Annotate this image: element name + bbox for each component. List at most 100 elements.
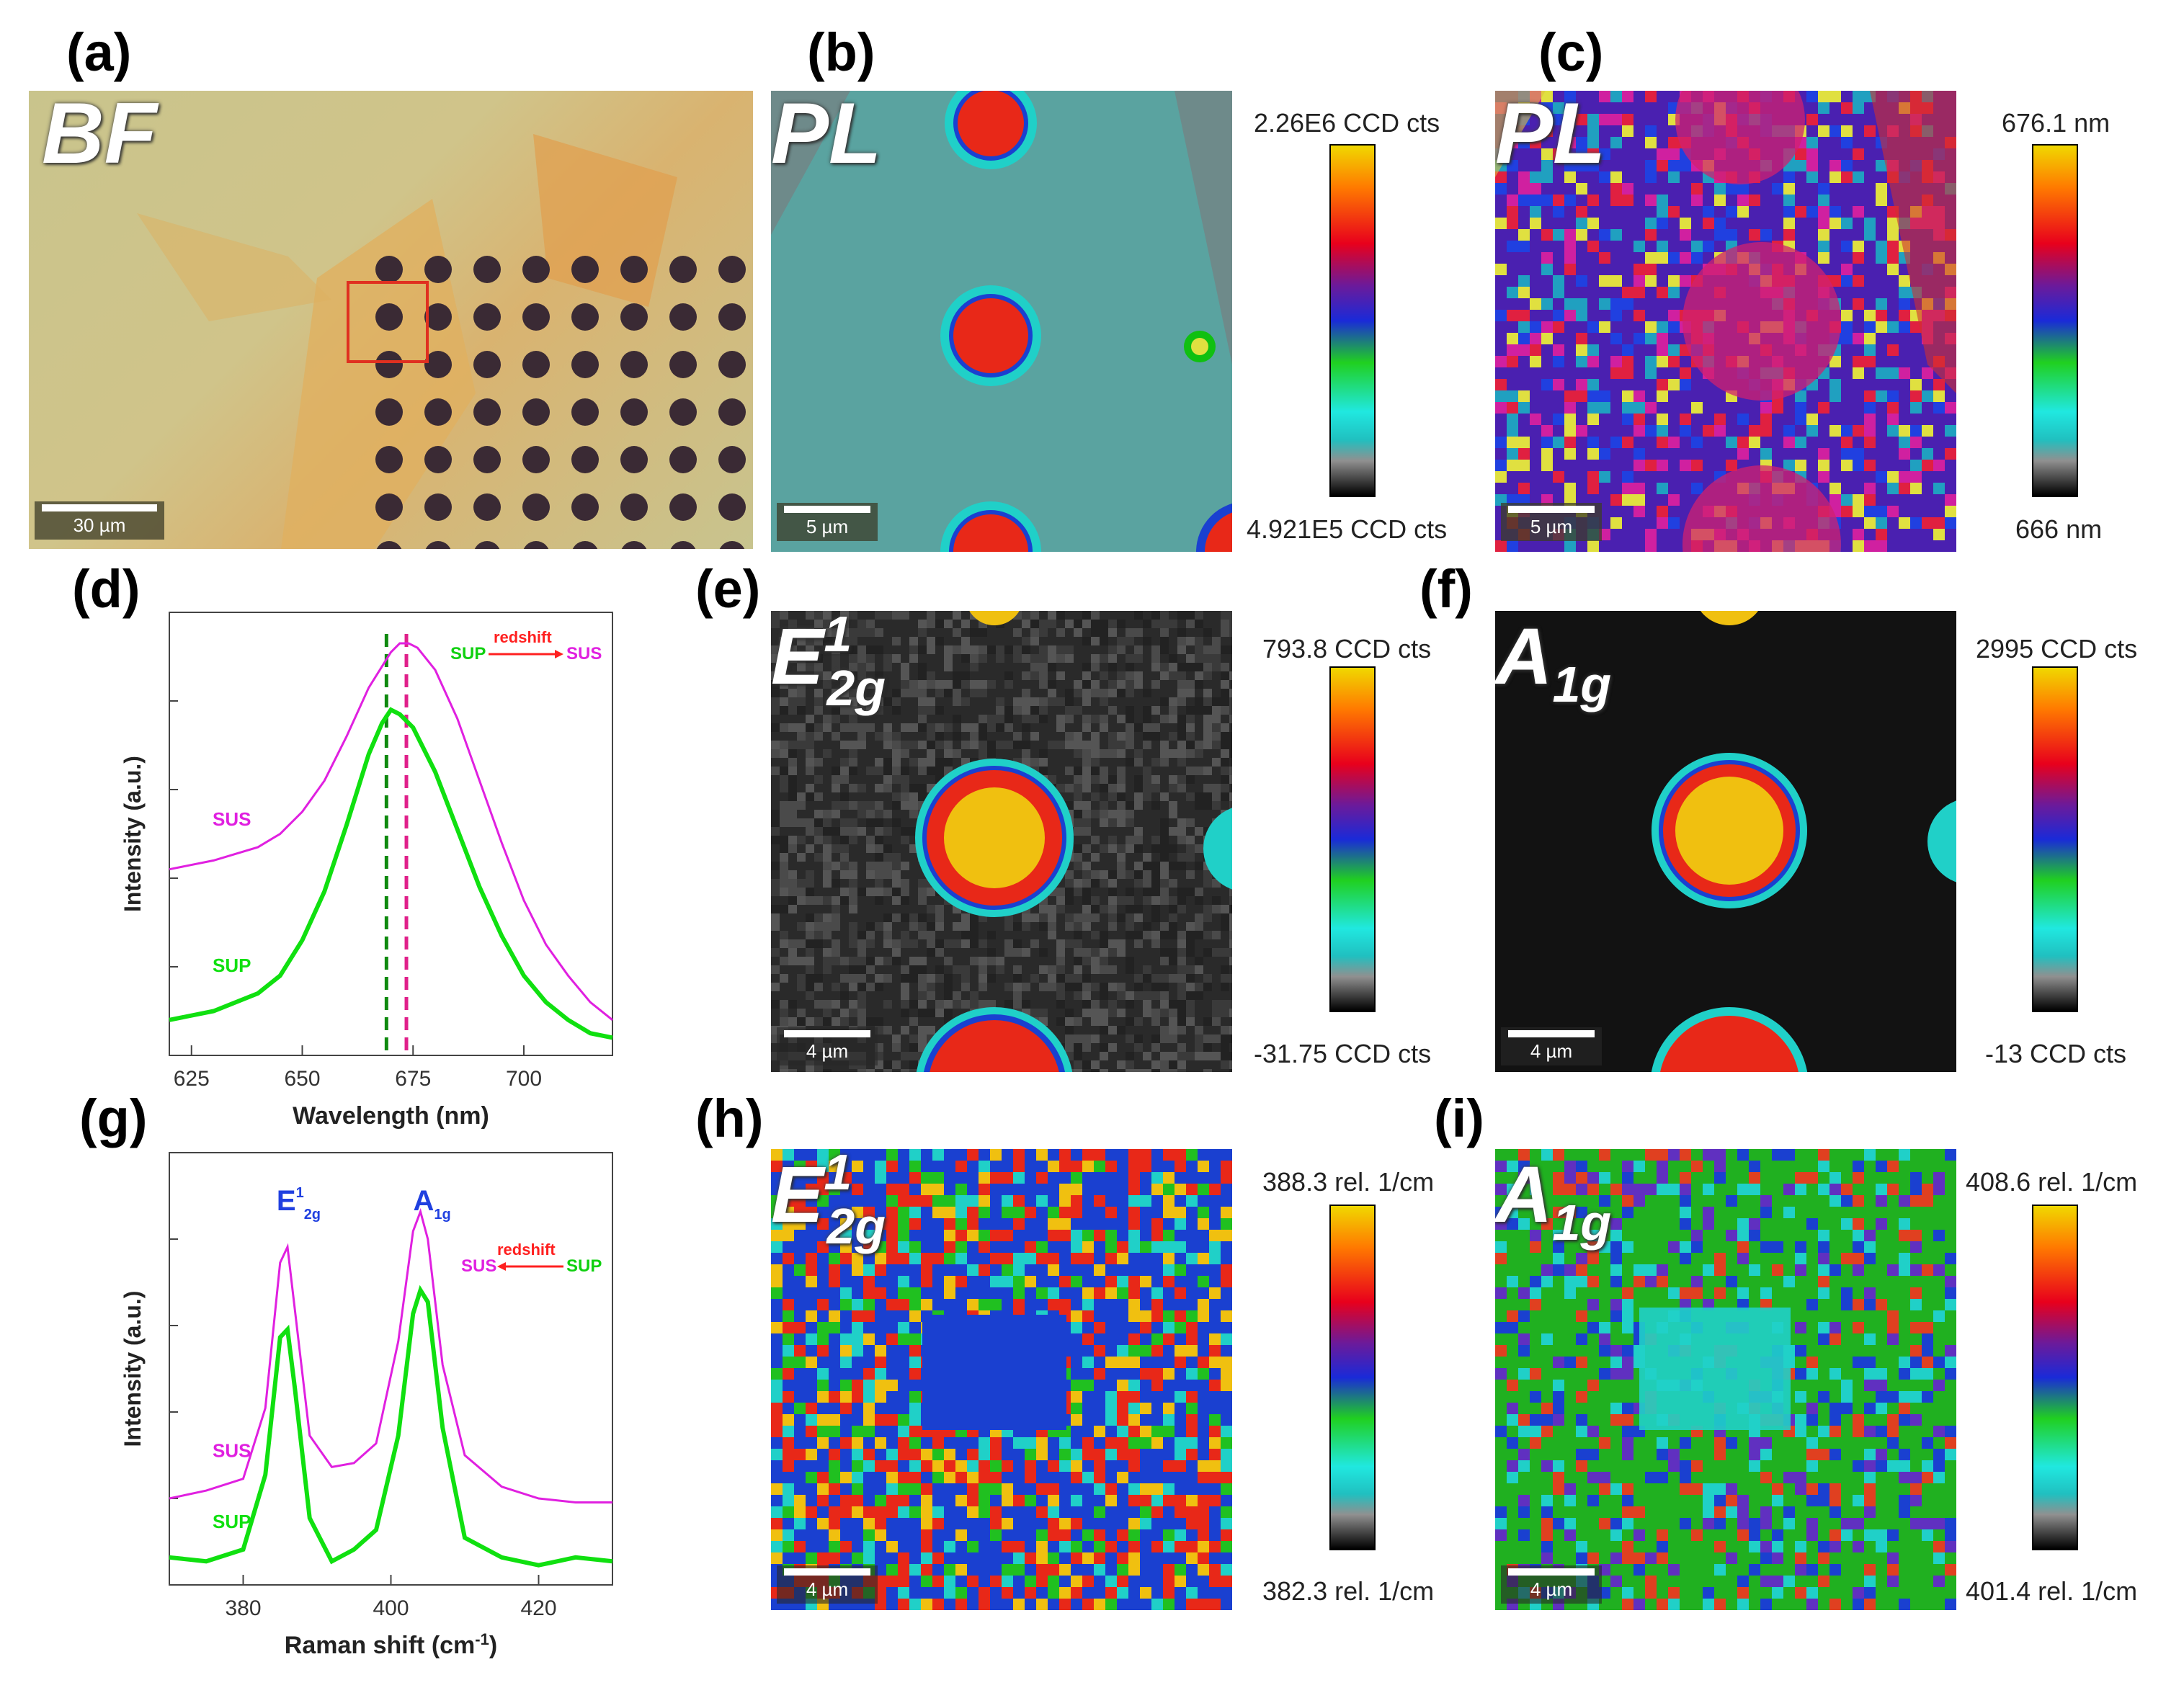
colorbar-max-i: 408.6 rel. 1/cm <box>1966 1167 2138 1197</box>
y-axis-label: Intensity (a.u.) <box>120 1291 146 1447</box>
annotation-to: SUS <box>566 644 602 663</box>
colorbar-min-f: -13 CCD cts <box>1985 1039 2127 1068</box>
series-sup <box>169 1284 613 1568</box>
colorbar-c <box>2032 144 2078 497</box>
series-label-sus: SUS <box>213 1440 251 1462</box>
brightfield-image: BF 30 µm <box>29 91 753 549</box>
hole <box>473 351 501 378</box>
selection-box[interactable] <box>347 281 429 363</box>
hole <box>424 493 452 521</box>
hole <box>473 256 501 283</box>
scalebar-e: 4 µm <box>777 1027 878 1065</box>
plot-frame <box>169 612 613 1056</box>
colorbar-min-h: 382.3 rel. 1/cm <box>1262 1576 1435 1606</box>
scalebar-h: 4 µm <box>777 1565 878 1604</box>
colorbar-min-e: -31.75 CCD cts <box>1254 1039 1432 1068</box>
hole <box>718 351 746 378</box>
hole <box>522 303 550 331</box>
hole <box>473 493 501 521</box>
hole <box>571 446 599 473</box>
annotation-arrowhead <box>497 1262 506 1271</box>
hole <box>375 256 403 283</box>
hole <box>572 541 598 549</box>
colorbar-min-i: 401.4 rel. 1/cm <box>1966 1576 2138 1606</box>
hole <box>718 303 746 331</box>
mode-label-f: A1g <box>1495 612 1612 712</box>
panel-label-g: (g) <box>79 1089 148 1148</box>
mode-label-pl-c: PL <box>1495 91 1606 182</box>
e2g-intensity-map: E12g 4 µm <box>771 611 1232 1072</box>
annotation-to: SUS <box>461 1256 496 1276</box>
colorbar-max-h: 388.3 rel. 1/cm <box>1262 1167 1435 1197</box>
hole <box>375 351 403 378</box>
colorbar-e <box>1329 666 1376 1012</box>
mode-label-h: E12g <box>771 1149 886 1254</box>
colorbar-min-b: 4.921E5 CCD cts <box>1247 514 1448 544</box>
hole <box>620 398 648 426</box>
mode-label-e: E12g <box>771 611 886 716</box>
hole <box>473 446 501 473</box>
hole <box>522 351 550 378</box>
hole <box>376 541 402 549</box>
raman-spectrum-chart: 380 400 420 Raman shift (cm-1) Intensity (a.… <box>120 1152 613 1659</box>
x-tick-label: 625 <box>174 1067 210 1091</box>
colorbar-max-f: 2995 CCD cts <box>1976 634 2138 663</box>
x-axis-label: Raman shift (cm-1) <box>285 1630 497 1659</box>
mode-label-pl-b: PL <box>771 91 882 182</box>
scalebar-c: 5 µm <box>1501 503 1602 541</box>
panel-label-d: (d) <box>72 559 141 619</box>
hole <box>669 398 697 426</box>
annotation-text: redshift <box>494 628 552 646</box>
hole <box>620 256 648 283</box>
series-label-sup: SUP <box>213 1511 251 1532</box>
series-sus <box>169 1207 612 1503</box>
hole <box>669 303 697 331</box>
hole <box>669 256 697 283</box>
hole <box>522 256 550 283</box>
hole <box>571 398 599 426</box>
pl-wavelength-map: PL 5 µm <box>1495 91 1956 552</box>
x-tick-label: 400 <box>373 1596 409 1620</box>
hole <box>718 493 746 521</box>
colorbar-max-b: 2.26E6 CCD cts <box>1254 108 1440 138</box>
noise-h <box>771 1149 1232 1610</box>
pl-wavelength-svg <box>1495 91 1956 552</box>
scalebar-b: 5 µm <box>777 503 878 541</box>
hole <box>424 256 452 283</box>
colorbar-h <box>1329 1205 1376 1550</box>
hole <box>522 493 550 521</box>
e2g-shift-svg <box>771 1149 1232 1610</box>
hole <box>375 398 403 426</box>
hole <box>718 256 746 283</box>
e2g-intensity-svg <box>771 611 1232 1072</box>
hole <box>669 493 697 521</box>
y-axis-label: Intensity (a.u.) <box>120 756 146 912</box>
hole <box>669 351 697 378</box>
x-tick-label: 380 <box>225 1596 261 1620</box>
colorbar-max-e: 793.8 CCD cts <box>1262 634 1432 663</box>
colorbar-max-c: 676.1 nm <box>2002 108 2111 138</box>
scalebar-f: 4 µm <box>1501 1027 1602 1065</box>
hole <box>718 446 746 473</box>
panel-label-e: (e) <box>695 559 761 619</box>
hole <box>571 493 599 521</box>
annotation-arrowhead <box>555 650 563 658</box>
x-tick-label: 420 <box>520 1596 556 1620</box>
hole <box>425 541 451 549</box>
annotation-from: SUP <box>566 1256 602 1276</box>
hole <box>375 303 403 331</box>
hole <box>621 541 647 549</box>
hole <box>473 398 501 426</box>
a1g-shift-svg <box>1495 1149 1956 1610</box>
hole-grid <box>375 256 746 549</box>
brightfield-svg <box>137 134 746 549</box>
hole <box>474 541 500 549</box>
colorbar-b <box>1329 144 1376 497</box>
colorbar-f <box>2032 666 2078 1012</box>
panel-label-i: (i) <box>1434 1089 1484 1148</box>
scalebar-i: 4 µm <box>1501 1565 1602 1604</box>
hole <box>424 398 452 426</box>
hole <box>522 398 550 426</box>
a1g-intensity-svg <box>1651 611 1956 1072</box>
panel-label-f: (f) <box>1419 559 1473 619</box>
